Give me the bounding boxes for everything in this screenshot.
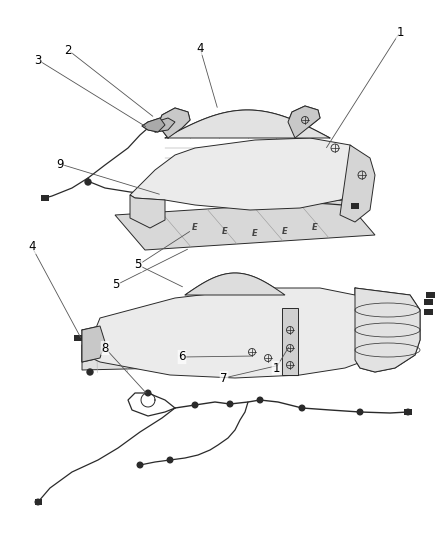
Polygon shape [115,200,375,250]
Text: 5: 5 [134,259,141,271]
Polygon shape [130,138,370,210]
Bar [424,299,432,305]
Polygon shape [355,288,420,372]
Circle shape [145,390,151,396]
Polygon shape [340,145,375,222]
Polygon shape [158,108,190,138]
Text: 8: 8 [101,342,109,354]
Polygon shape [288,106,320,138]
Bar [35,499,42,505]
Polygon shape [85,288,390,378]
Circle shape [299,405,305,411]
Bar [404,409,412,415]
Circle shape [257,397,263,403]
Polygon shape [130,195,165,228]
Circle shape [167,457,173,463]
Circle shape [227,401,233,407]
Circle shape [405,409,411,415]
Bar [351,203,359,209]
Text: E: E [312,223,318,232]
Text: 1: 1 [272,361,280,375]
Circle shape [137,462,143,468]
Text: 4: 4 [28,240,36,254]
Circle shape [192,402,198,408]
Text: 5: 5 [112,279,120,292]
Polygon shape [185,273,285,295]
Bar [424,309,432,315]
Text: 1: 1 [396,26,404,38]
Text: 3: 3 [34,53,42,67]
Bar [425,292,434,298]
Text: 2: 2 [64,44,72,56]
Text: E: E [252,230,258,238]
Polygon shape [165,110,330,138]
Polygon shape [282,308,298,375]
Polygon shape [155,118,175,132]
Bar [41,195,49,201]
Text: E: E [192,223,198,232]
Polygon shape [82,318,320,370]
Text: 6: 6 [178,351,186,364]
Polygon shape [82,326,105,362]
Text: 4: 4 [196,42,204,54]
Polygon shape [142,118,165,132]
Text: 7: 7 [220,372,228,384]
Bar [74,335,82,341]
Circle shape [85,179,91,185]
Text: 9: 9 [56,157,64,171]
Text: E: E [222,228,228,237]
Circle shape [87,369,93,375]
Text: E: E [282,228,288,237]
Circle shape [357,409,363,415]
Circle shape [35,499,41,505]
Text: 3: 3 [134,259,141,271]
